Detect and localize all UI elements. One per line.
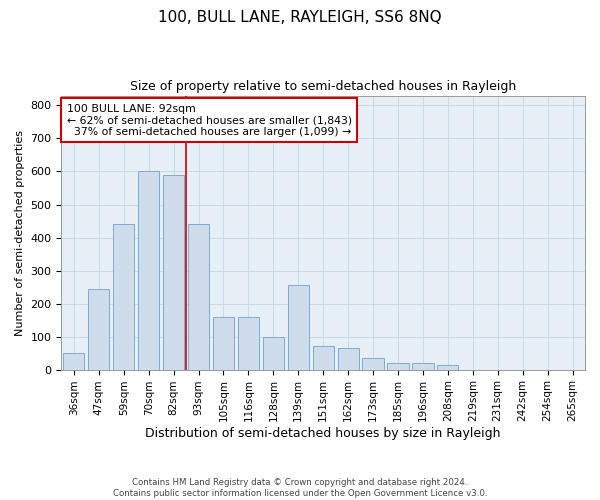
Bar [338, 348, 359, 370]
Bar [263, 336, 284, 370]
Bar [63, 353, 85, 370]
Bar [113, 224, 134, 370]
Bar [287, 286, 309, 370]
Text: 100 BULL LANE: 92sqm
← 62% of semi-detached houses are smaller (1,843)
  37% of : 100 BULL LANE: 92sqm ← 62% of semi-detac… [67, 104, 352, 137]
Bar [362, 358, 383, 370]
Bar [163, 175, 184, 370]
Bar [138, 172, 159, 370]
Text: Contains HM Land Registry data © Crown copyright and database right 2024.
Contai: Contains HM Land Registry data © Crown c… [113, 478, 487, 498]
Bar [412, 363, 434, 370]
Bar [388, 363, 409, 370]
Bar [188, 224, 209, 370]
Bar [88, 288, 109, 370]
Bar [437, 364, 458, 370]
Y-axis label: Number of semi-detached properties: Number of semi-detached properties [15, 130, 25, 336]
X-axis label: Distribution of semi-detached houses by size in Rayleigh: Distribution of semi-detached houses by … [145, 427, 501, 440]
Title: Size of property relative to semi-detached houses in Rayleigh: Size of property relative to semi-detach… [130, 80, 517, 93]
Text: 100, BULL LANE, RAYLEIGH, SS6 8NQ: 100, BULL LANE, RAYLEIGH, SS6 8NQ [158, 10, 442, 25]
Bar [313, 346, 334, 370]
Bar [213, 317, 234, 370]
Bar [238, 317, 259, 370]
